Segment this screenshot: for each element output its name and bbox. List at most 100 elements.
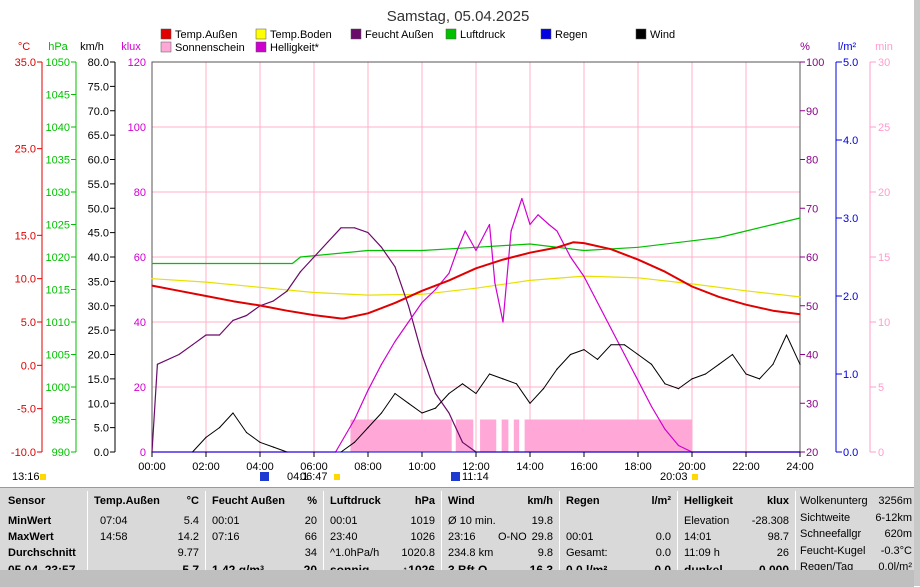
series-helligkeit-point	[650, 405, 653, 408]
sun-icon	[692, 474, 698, 480]
series-feucht-point	[407, 305, 410, 307]
avg-label: Durchschnitt	[8, 547, 76, 559]
series-wind-point	[394, 392, 396, 395]
series-wind-point	[623, 344, 626, 346]
regen-header: Regen	[566, 495, 600, 507]
tick-pct: 20	[806, 447, 818, 459]
table-cell: 11:09 h	[684, 547, 720, 559]
tick-temp: 5.0	[21, 317, 36, 329]
table-cell: 5.4	[183, 515, 199, 527]
series-helligkeit-point	[664, 428, 666, 430]
series-helligkeit-point	[367, 389, 369, 391]
series-feucht-point	[448, 412, 450, 414]
series-helligkeit-point	[464, 230, 466, 232]
tick-pct: 90	[806, 106, 818, 118]
series-temp-boden-point	[421, 293, 423, 295]
legend-swatch	[350, 28, 362, 40]
table-cell: 20	[304, 515, 317, 527]
series-helligkeit-point	[421, 301, 423, 304]
tick-min: 10	[878, 317, 890, 329]
legend-swatch	[255, 28, 267, 40]
table-cell: 66	[304, 531, 317, 543]
table-row: Wolkenunterg 3256m	[796, 493, 914, 509]
col-hell: Helligkeit klux Elevation -28.308 14:01 98.7…	[678, 491, 796, 585]
series-temp-boden-point	[637, 277, 639, 279]
weather-chart: Samstag, 05.04.2025 Temp.Außen Temp.Boden…	[11, 8, 893, 483]
tick-hpa: 1035	[46, 155, 70, 167]
unit-label: km/h	[80, 41, 104, 53]
tick-kmh: 80.0	[88, 57, 109, 69]
series-temp-aussen-point	[718, 296, 720, 298]
series-temp-boden-point	[799, 296, 801, 298]
series-helligkeit-point	[434, 288, 437, 291]
series-feucht-point	[434, 392, 437, 395]
series-wind-point	[772, 363, 774, 365]
series-wind-point	[502, 378, 504, 380]
series-helligkeit-point	[610, 327, 612, 330]
tick-klux: 20	[134, 382, 146, 394]
tick-temp: 25.0	[15, 144, 36, 156]
series-temp-aussen-point	[343, 317, 345, 320]
series-temp-boden-point	[205, 281, 207, 283]
series-helligkeit-point	[623, 353, 626, 356]
unit-label: %	[800, 41, 810, 53]
series-feucht-point	[326, 241, 329, 243]
series-wind-point	[232, 412, 234, 414]
tick-lm2: 3.0	[843, 213, 858, 225]
x-tick-label: 22:00	[732, 461, 760, 473]
tick-hpa: 990	[52, 447, 70, 459]
series-wind-point	[475, 392, 477, 395]
series-luftdruck-point	[151, 262, 153, 265]
table-cell: 1020.8	[401, 547, 435, 559]
table-cell: -28.308	[751, 515, 789, 527]
series-helligkeit-point	[448, 272, 450, 274]
table-cell: 14:58	[100, 531, 128, 543]
table-cell: 34	[304, 547, 317, 559]
tick-lm2: 2.0	[843, 291, 858, 303]
tick-kmh: 50.0	[88, 203, 109, 215]
series-helligkeit-point	[529, 223, 531, 226]
tick-kmh: 25.0	[88, 325, 109, 337]
wind-unit: km/h	[527, 495, 553, 507]
x-tick-label: 20:00	[678, 461, 706, 473]
table-row: Elevation -28.308	[678, 513, 795, 529]
tick-kmh: 0.0	[94, 447, 109, 459]
table-cell: O-NO	[498, 531, 527, 543]
series-wind	[152, 334, 801, 453]
tick-kmh: 70.0	[88, 106, 109, 118]
unit-label: hPa	[48, 41, 68, 53]
tick-lm2: 4.0	[843, 135, 858, 147]
tick-hpa: 1045	[46, 90, 70, 102]
x-tick-label: 00:00	[138, 461, 166, 473]
table-cell: 234.8 km	[448, 547, 494, 559]
series-temp-aussen-point	[367, 312, 369, 314]
tick-temp: 15.0	[15, 230, 36, 242]
series-luftdruck-point	[421, 249, 423, 252]
series-feucht-point	[272, 300, 275, 302]
tick-kmh: 30.0	[88, 301, 109, 313]
tick-pct: 30	[806, 398, 818, 410]
tick-temp: 35.0	[15, 57, 36, 69]
tick-hpa: 1015	[46, 285, 70, 297]
legend-label: Luftdruck	[460, 29, 506, 41]
table-cell: 07:04	[100, 515, 128, 527]
moon-icon	[260, 472, 269, 481]
series-luftdruck-point	[772, 223, 774, 226]
series-feucht-point	[232, 319, 234, 321]
unit-label: min	[875, 41, 893, 53]
tick-klux: 40	[134, 317, 146, 329]
table-row: 234.8 km 9.8	[442, 545, 559, 561]
series-wind-point	[610, 344, 612, 346]
tick-lm2: 5.0	[843, 57, 858, 69]
series-feucht-point	[286, 290, 288, 292]
tick-hpa: 1005	[46, 350, 70, 362]
tick-pct: 50	[806, 301, 818, 313]
hell-unit: klux	[766, 495, 789, 507]
series-temp-aussen-point	[394, 302, 396, 304]
series-helligkeit-point	[502, 321, 504, 323]
tick-klux: 60	[134, 252, 146, 264]
series-feucht-point	[218, 334, 221, 336]
stats-table: Sensor MinWert MaxWert Durchschnitt 05.0…	[0, 487, 914, 587]
series-helligkeit-point	[677, 444, 680, 447]
legend-swatch	[160, 41, 172, 53]
